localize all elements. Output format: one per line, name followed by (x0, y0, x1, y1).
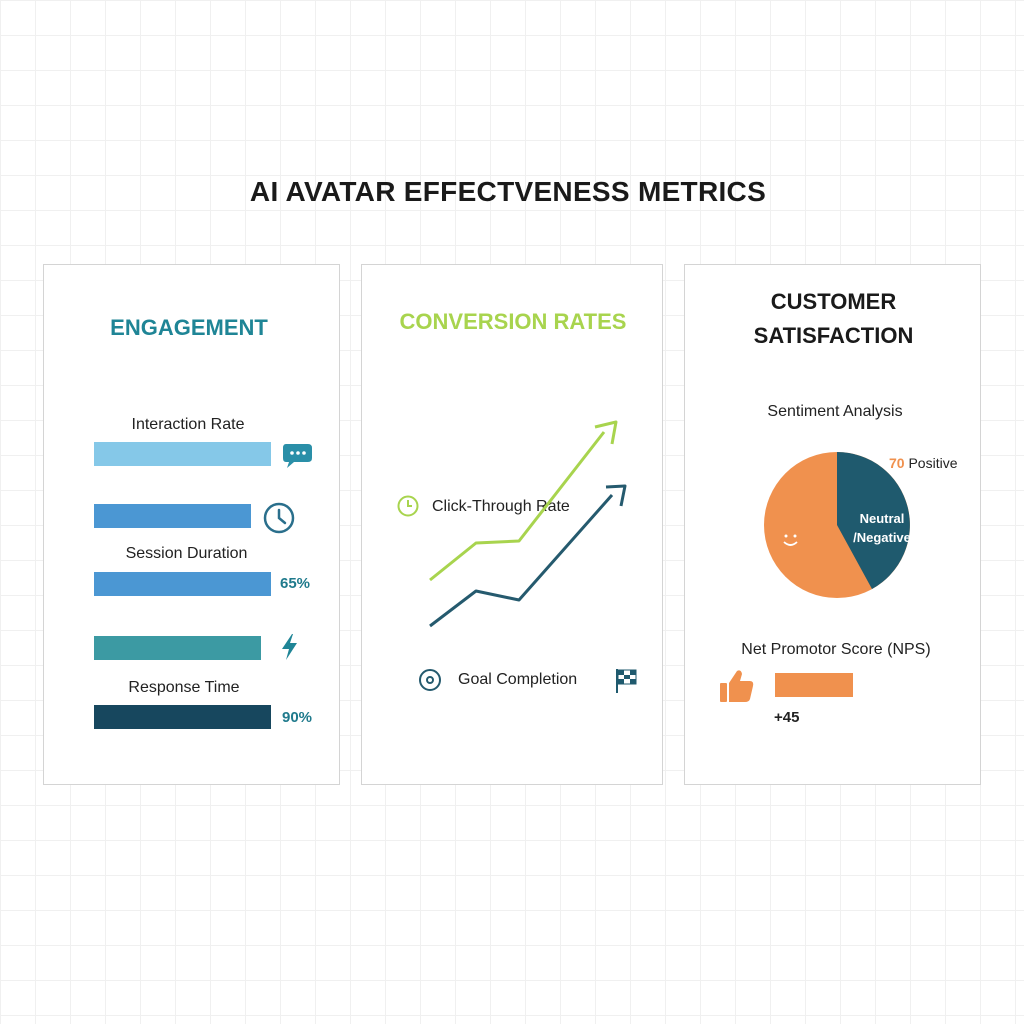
response-time-value: 90% (282, 709, 313, 726)
nps-bar (775, 673, 853, 697)
clock-icon (263, 502, 295, 534)
smiley-icon (783, 534, 798, 546)
sentiment-analysis-label: Sentiment Analysis (767, 403, 903, 420)
conversion-title: CONVERSION RATES (399, 309, 627, 334)
session-duration-bar (94, 572, 271, 596)
engagement-title: ENGAGEMENT (110, 315, 268, 340)
conversion-panel: CONVERSION RATES Click-Through Rate Goal… (361, 264, 663, 785)
session-duration-value: 65% (280, 575, 311, 592)
sentiment-pie-chart (764, 452, 910, 598)
click-through-rate-label: Click-Through Rate (432, 498, 570, 515)
satisfaction-title-line2: SATISFACTION (753, 323, 914, 348)
engagement-panel: ENGAGEMENT Interaction Rate Session Dura… (43, 264, 340, 785)
nps-label: Net Promotor Score (NPS) (741, 641, 931, 658)
satisfaction-panel: CUSTOMER SATISFACTION Sentiment Analysis… (684, 264, 981, 785)
target-icon (419, 669, 441, 691)
satisfaction-title-line1: CUSTOMER (770, 289, 897, 314)
goal-completion-line (429, 494, 614, 628)
timer-icon (397, 495, 419, 517)
checkered-flag-icon (616, 669, 637, 693)
response-time-bar (94, 705, 271, 729)
positive-value: 70 (889, 455, 905, 471)
nps-value: +45 (774, 709, 800, 726)
session-duration-label: Session Duration (125, 545, 248, 562)
neutral-negative-label-line1: Neutral (859, 511, 905, 526)
goal-completion-arrowhead (605, 484, 627, 507)
thumbs-up-icon (720, 670, 754, 702)
goal-completion-label: Goal Completion (458, 671, 578, 688)
neutral-negative-label-line2: /Negative (853, 530, 911, 545)
interaction-rate-bar (94, 442, 271, 466)
positive-label: Positive (908, 455, 958, 471)
pie-slice-neutral-negative (837, 452, 910, 589)
lightning-icon (282, 634, 297, 660)
chat-bubble-icon (283, 444, 312, 468)
interaction-rate-label: Interaction Rate (131, 416, 245, 433)
response-time-label: Response Time (128, 679, 240, 696)
page-title: AI AVATAR EFFECTVENESS METRICS (249, 176, 767, 207)
click-through-rate-line (429, 431, 606, 582)
click-through-rate-arrowhead (594, 420, 618, 445)
engagement-bar-4 (94, 636, 261, 660)
engagement-bar-2 (94, 504, 251, 528)
conversion-line-chart (429, 420, 627, 628)
